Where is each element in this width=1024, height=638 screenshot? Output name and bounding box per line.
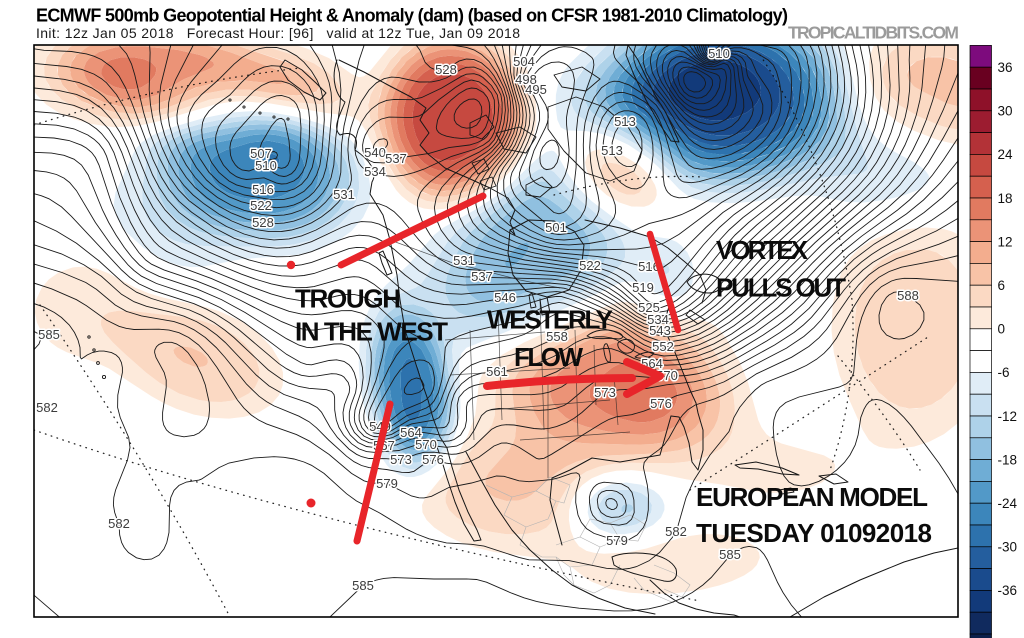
svg-text:537: 537: [385, 151, 407, 166]
svg-text:TROUGH: TROUGH: [295, 284, 401, 314]
svg-text:IN THE WEST: IN THE WEST: [295, 317, 448, 347]
svg-text:585: 585: [719, 547, 741, 562]
svg-text:579: 579: [376, 476, 398, 491]
svg-text:495: 495: [525, 82, 547, 97]
svg-text:-6: -6: [998, 365, 1010, 380]
svg-text:ECMWF 500mb Geopotential Heigh: ECMWF 500mb Geopotential Height & Anomal…: [36, 6, 788, 26]
svg-text:522: 522: [250, 198, 272, 213]
svg-text:522: 522: [579, 258, 601, 273]
svg-text:-24: -24: [998, 496, 1018, 511]
svg-text:EUROPEAN MODEL: EUROPEAN MODEL: [696, 482, 928, 512]
svg-text:546: 546: [494, 290, 516, 305]
svg-text:TUESDAY 01092018: TUESDAY 01092018: [696, 518, 932, 548]
svg-text:537: 537: [471, 269, 493, 284]
svg-text:-36: -36: [998, 583, 1018, 598]
svg-text:-18: -18: [998, 452, 1018, 467]
svg-text:525: 525: [638, 300, 660, 315]
svg-text:570: 570: [415, 437, 437, 452]
svg-text:519: 519: [632, 280, 654, 295]
svg-text:573: 573: [390, 452, 412, 467]
svg-text:-30: -30: [998, 540, 1018, 555]
svg-text:531: 531: [453, 253, 475, 268]
svg-text:564: 564: [400, 425, 422, 440]
svg-text:PULLS OUT: PULLS OUT: [716, 273, 846, 303]
svg-text:513: 513: [614, 114, 636, 129]
svg-text:552: 552: [652, 339, 674, 354]
svg-text:528: 528: [252, 215, 274, 230]
svg-text:6: 6: [998, 278, 1006, 293]
svg-text:FLOW: FLOW: [514, 342, 583, 372]
svg-text:513: 513: [601, 143, 623, 158]
svg-text:498: 498: [515, 72, 537, 87]
svg-text:582: 582: [108, 516, 130, 531]
svg-text:582: 582: [665, 524, 687, 539]
svg-text:501: 501: [545, 220, 567, 235]
svg-text:18: 18: [998, 191, 1013, 206]
svg-text:504: 504: [513, 54, 535, 69]
svg-text:534: 534: [364, 164, 386, 179]
svg-text:0: 0: [998, 322, 1006, 337]
svg-text:588: 588: [897, 288, 919, 303]
svg-text:576: 576: [422, 452, 444, 467]
svg-text:534: 534: [647, 312, 669, 327]
svg-text:543: 543: [649, 323, 671, 338]
svg-text:582: 582: [36, 400, 58, 415]
svg-text:573: 573: [594, 385, 616, 400]
svg-text:507: 507: [250, 146, 272, 161]
svg-text:36: 36: [998, 60, 1013, 75]
svg-text:12: 12: [998, 234, 1013, 249]
svg-text:561: 561: [486, 364, 508, 379]
svg-text:576: 576: [650, 396, 672, 411]
svg-text:579: 579: [606, 533, 628, 548]
svg-text:516: 516: [252, 182, 274, 197]
svg-text:510: 510: [708, 46, 730, 61]
svg-text:528: 528: [435, 62, 457, 77]
svg-text:TROPICALTIDBITS.COM: TROPICALTIDBITS.COM: [788, 23, 959, 43]
svg-text:30: 30: [998, 104, 1013, 119]
svg-text:-12: -12: [998, 409, 1018, 424]
svg-text:531: 531: [333, 187, 355, 202]
svg-text:WESTERLY: WESTERLY: [487, 305, 613, 335]
svg-text:540: 540: [364, 145, 386, 160]
svg-text:558: 558: [546, 329, 568, 344]
svg-text:Init: 12z Jan 05 2018 Foreca: Init: 12z Jan 05 2018 Forecast Hour: [96…: [36, 25, 520, 41]
svg-text:585: 585: [38, 327, 60, 342]
svg-text:24: 24: [998, 147, 1014, 162]
svg-text:585: 585: [352, 578, 374, 593]
svg-text:510: 510: [255, 158, 277, 173]
svg-text:VORTEX: VORTEX: [716, 235, 809, 265]
